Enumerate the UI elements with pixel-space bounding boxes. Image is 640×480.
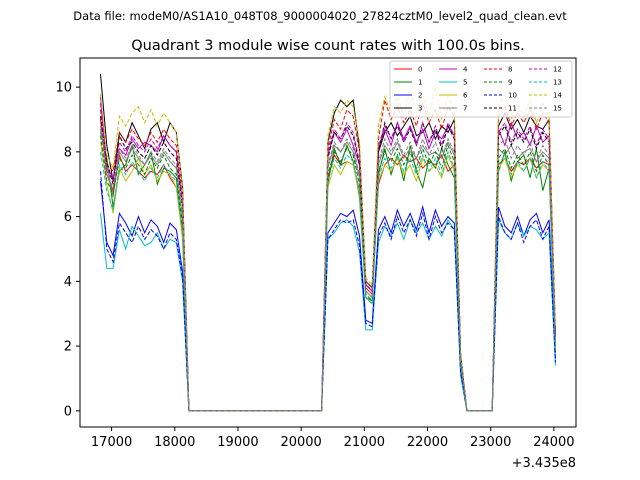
x-tick-label: 17000 [91, 435, 132, 450]
y-tick-label: 0 [64, 404, 72, 419]
legend-label-6: 6 [463, 92, 468, 100]
legend-label-8: 8 [508, 66, 512, 74]
legend-label-2: 2 [418, 92, 422, 100]
legend-label-10: 10 [508, 92, 517, 100]
y-tick-label: 6 [64, 210, 72, 225]
legend-label-5: 5 [463, 79, 467, 87]
legend-label-4: 4 [463, 66, 468, 74]
chart-suptitle: Data file: modeM0/AS1A10_048T08_90000040… [73, 9, 567, 23]
legend-label-15: 15 [553, 105, 562, 113]
x-axis: 17000 18000 19000 20000 21000 22000 23000 24000 [91, 427, 575, 450]
plot-frame [79, 57, 577, 428]
series-line-11 [100, 116, 556, 412]
series-line-15 [100, 129, 556, 412]
x-tick-label: 19000 [217, 435, 258, 450]
x-tick-label: 22000 [407, 435, 448, 450]
chart-title: Quadrant 3 module wise count rates with … [131, 38, 525, 54]
y-tick-label: 2 [64, 340, 72, 355]
y-tick-label: 4 [64, 275, 72, 290]
x-tick-label: 18000 [154, 435, 195, 450]
legend-label-0: 0 [418, 66, 422, 74]
legend-label-9: 9 [508, 79, 512, 87]
legend-label-13: 13 [553, 79, 562, 87]
legend-label-11: 11 [508, 105, 517, 113]
x-tick-label: 21000 [344, 435, 385, 450]
y-tick-label: 8 [64, 145, 72, 160]
x-offset-label: +3.435e8 [512, 456, 576, 471]
legend-label-7: 7 [463, 105, 467, 113]
series-layer [100, 74, 556, 412]
legend-label-14: 14 [553, 92, 562, 100]
y-tick-label: 10 [55, 81, 72, 96]
x-tick-label: 24000 [533, 435, 574, 450]
legend-label-12: 12 [553, 66, 562, 74]
legend-label-1: 1 [418, 79, 422, 87]
y-axis: 0 2 4 6 8 10 [55, 81, 80, 419]
legend-box [389, 60, 573, 118]
x-tick-label: 23000 [470, 435, 511, 450]
series-line-8 [100, 99, 556, 412]
x-tick-label: 20000 [280, 435, 321, 450]
legend-label-3: 3 [418, 105, 422, 113]
